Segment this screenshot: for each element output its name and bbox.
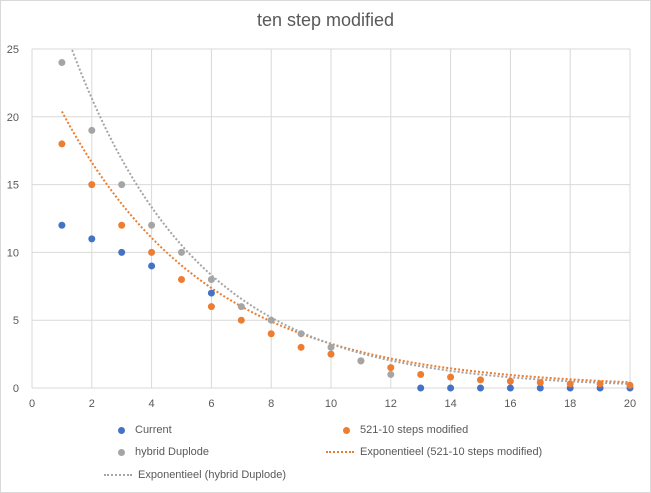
data-point-series-2 [387, 370, 395, 378]
chart-title: ten step modified [256, 10, 395, 30]
data-point-series-2 [148, 221, 156, 229]
legend-marker-hybrid [118, 448, 125, 456]
y-tick-label: 10 [7, 247, 19, 259]
data-point-series-1 [447, 373, 455, 381]
data-point-series-1 [58, 140, 66, 148]
data-point-series-0 [58, 221, 66, 229]
legend-line-trend-521 [326, 451, 354, 454]
y-tick-label: 25 [7, 44, 19, 56]
data-point-series-2 [237, 303, 245, 311]
data-point-series-2 [207, 276, 215, 284]
data-point-series-0 [417, 384, 425, 392]
legend-label-hybrid: hybrid Duplode [135, 446, 209, 458]
data-point-series-1 [536, 379, 544, 387]
y-tick-label: 20 [7, 112, 19, 124]
legend-marker-current [118, 426, 125, 434]
legend-label-current: Current [135, 424, 172, 436]
x-tick-label: 8 [268, 398, 274, 410]
data-point-series-0 [506, 384, 514, 392]
data-point-series-1 [297, 343, 305, 351]
legend-item-521: 521-10 steps modified [343, 424, 468, 436]
x-tick-label: 6 [208, 398, 214, 410]
x-tick-label: 2 [89, 398, 95, 410]
data-point-series-1 [148, 248, 156, 256]
data-point-series-2 [327, 343, 335, 351]
data-point-series-0 [207, 289, 215, 297]
legend-marker-521 [343, 426, 350, 434]
data-point-series-1 [417, 370, 425, 378]
data-point-series-2 [357, 357, 365, 365]
data-point-series-1 [387, 364, 395, 372]
legend-item-hybrid: hybrid Duplode [118, 446, 209, 458]
data-point-series-1 [477, 376, 484, 384]
data-point-series-2 [297, 330, 305, 338]
data-point-series-1 [596, 380, 604, 388]
data-point-series-1 [566, 380, 574, 388]
x-tick-label: 4 [149, 398, 155, 410]
legend-label-521: 521-10 steps modified [360, 424, 469, 436]
data-point-series-0 [88, 235, 96, 243]
legend-item-trend-521: Exponentieel (521-10 steps modified) [326, 446, 542, 458]
data-point-series-0 [118, 248, 126, 256]
legend-item-current: Current [118, 424, 172, 436]
x-tick-label: 20 [624, 398, 636, 410]
trendline-0 [61, 110, 630, 384]
y-tick-label: 0 [13, 383, 19, 395]
data-point-series-1 [626, 381, 634, 389]
data-point-series-1 [118, 221, 126, 229]
data-point-series-0 [148, 262, 156, 270]
y-tick-label: 15 [7, 180, 19, 192]
x-tick-label: 16 [504, 398, 516, 410]
legend-label-trend-521: Exponentieel (521-10 steps modified) [360, 446, 543, 458]
data-point-series-1 [267, 330, 275, 338]
data-point-series-0 [477, 384, 484, 392]
data-point-series-1 [237, 316, 245, 324]
x-tick-label: 14 [444, 398, 456, 410]
data-point-series-1 [327, 350, 335, 358]
trendline-1 [70, 49, 629, 385]
data-point-series-2 [118, 181, 126, 189]
x-tick-label: 0 [29, 398, 35, 410]
data-point-series-1 [178, 276, 185, 284]
x-tick-label: 10 [325, 398, 337, 410]
data-point-series-1 [88, 181, 96, 189]
legend-item-trend-hybrid: Exponentieel (hybrid Duplode) [104, 469, 286, 481]
data-point-series-2 [58, 59, 66, 67]
data-point-series-2 [88, 126, 96, 134]
data-point-series-2 [267, 316, 275, 324]
legend-line-trend-hybrid [104, 474, 132, 477]
data-point-series-1 [506, 377, 514, 385]
data-point-series-0 [447, 384, 455, 392]
data-point-series-0 [536, 384, 544, 392]
x-tick-label: 18 [564, 398, 576, 410]
data-point-series-1 [207, 303, 215, 311]
x-tick-label: 12 [385, 398, 397, 410]
data-point-series-2 [178, 248, 185, 256]
legend-label-trend-hybrid: Exponentieel (hybrid Duplode) [138, 469, 286, 481]
y-tick-label: 5 [13, 315, 19, 327]
